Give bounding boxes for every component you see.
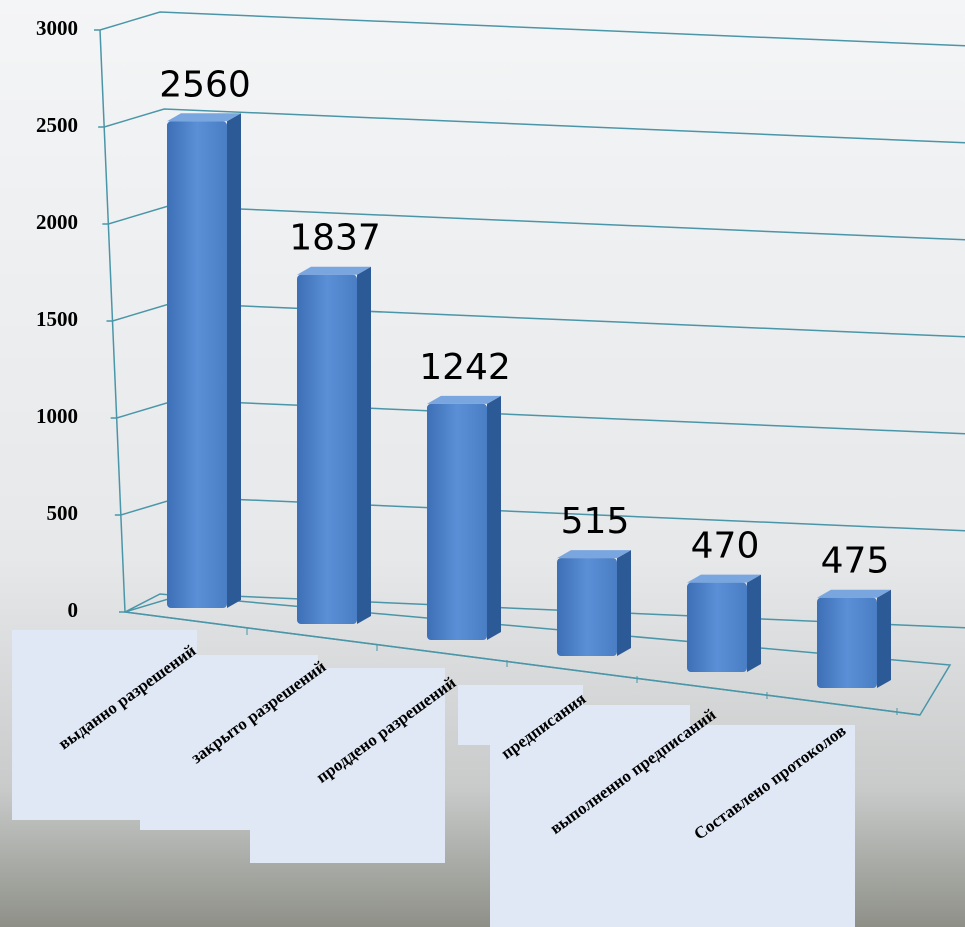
value-label: 470 — [691, 526, 760, 567]
bar-side — [227, 113, 241, 609]
bar-top — [557, 550, 631, 559]
bar — [167, 113, 241, 609]
y-tick-label: 500 — [47, 501, 79, 525]
bar-front — [427, 403, 487, 640]
y-tick-label: 2000 — [36, 210, 78, 234]
grid-line — [114, 496, 965, 532]
value-label: 515 — [561, 501, 630, 542]
bar-top — [297, 266, 371, 275]
bar-top — [167, 113, 241, 122]
label-box — [490, 705, 690, 927]
bar-side — [877, 589, 891, 688]
grid-line — [102, 205, 965, 241]
bar-top — [687, 574, 761, 583]
grid-line — [98, 108, 965, 144]
grid-line — [110, 399, 965, 435]
bar-front — [557, 558, 617, 656]
y-tick-label: 1000 — [36, 404, 78, 428]
bar-front — [687, 582, 747, 672]
label-box — [680, 725, 855, 927]
y-axis — [99, 29, 126, 613]
bar-side — [487, 395, 501, 640]
bar-side — [747, 574, 761, 672]
bar-top — [427, 395, 501, 404]
bar-front — [167, 121, 227, 609]
bar-side — [357, 266, 371, 624]
bar — [817, 589, 891, 688]
y-tick-label: 1500 — [36, 307, 78, 331]
value-label: 1837 — [289, 218, 381, 259]
x-axis — [124, 611, 921, 716]
grid-line — [106, 302, 965, 338]
y-tick-label: 3000 — [36, 16, 78, 40]
bar-front — [297, 274, 357, 624]
bar-top — [817, 589, 891, 598]
value-label: 2560 — [159, 64, 251, 105]
bar — [557, 550, 631, 656]
bar — [687, 574, 761, 672]
bar — [427, 395, 501, 640]
bar-side — [617, 550, 631, 656]
bar-front — [817, 597, 877, 688]
bar — [297, 266, 371, 624]
y-tick-label: 2500 — [36, 113, 78, 137]
value-label: 475 — [821, 541, 890, 582]
label-box — [250, 668, 445, 863]
grid-line — [94, 11, 965, 47]
value-label: 1242 — [419, 347, 511, 388]
label-boxes — [12, 630, 855, 927]
y-tick-label: 0 — [68, 598, 79, 622]
